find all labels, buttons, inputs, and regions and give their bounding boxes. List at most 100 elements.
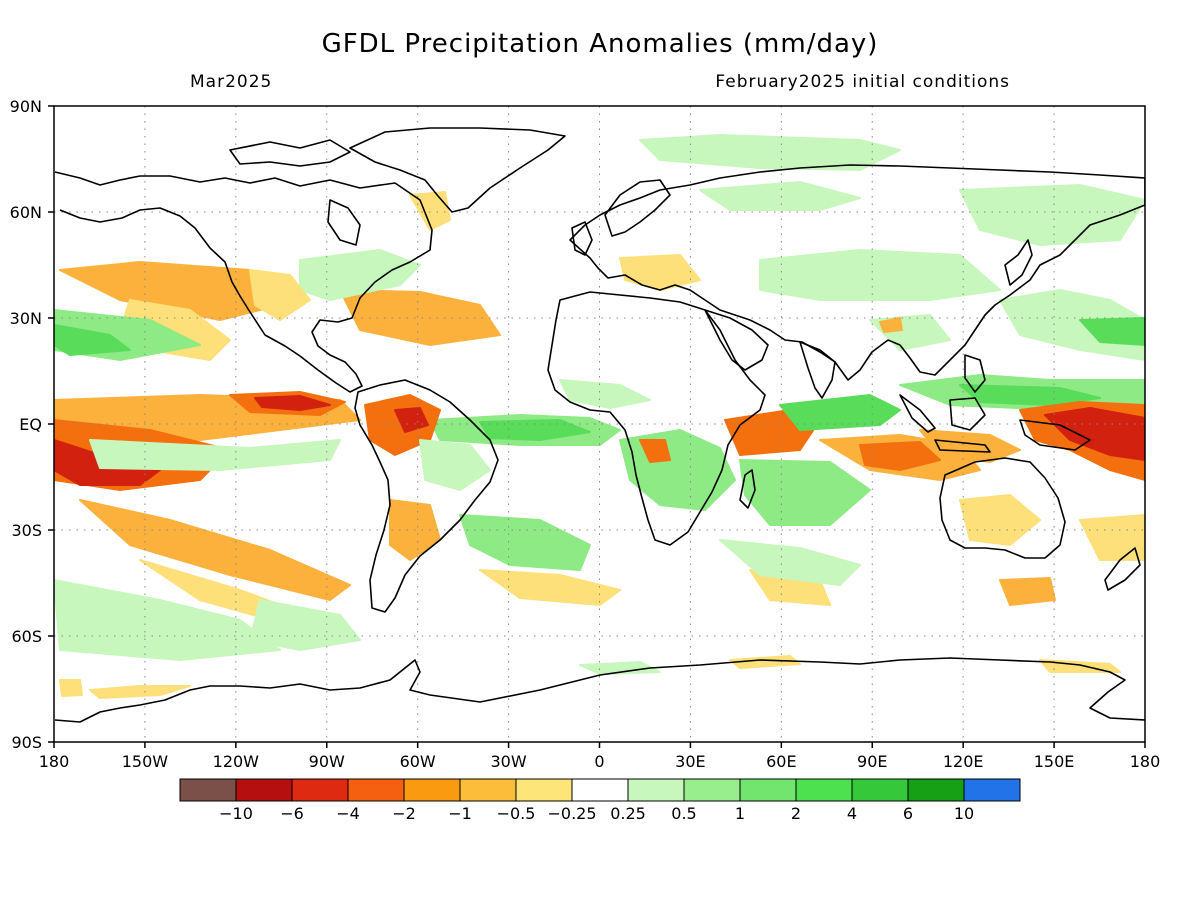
colorbar-tick-label: −2: [392, 804, 416, 823]
anomaly-region-dry-weak: [339, 289, 501, 346]
colorbar-swatch: [515, 778, 573, 802]
coastline-eurasia: [569, 164, 1145, 381]
coastline-british-isles: [571, 221, 593, 256]
coastline-indonesia-java: [934, 439, 991, 453]
anomaly-region-wet-slight: [579, 661, 661, 675]
lat-tick-label: 90S: [11, 733, 42, 752]
coastline-philippines: [964, 354, 986, 393]
coastline-madagascar: [739, 469, 756, 509]
figure-title: GFDL Precipitation Anomalies (mm/day): [322, 29, 879, 59]
anomaly-region-dry-strong: [394, 407, 429, 433]
coastline-japan: [1004, 239, 1033, 286]
anomaly-region-dry-slight: [619, 254, 701, 291]
colorbar-tick-label: −4: [336, 804, 360, 823]
anomaly-region-wet-slight: [89, 439, 341, 471]
colorbar-tick-label: −1: [448, 804, 472, 823]
lat-tick-label: 30N: [10, 309, 42, 328]
colorbar-tick-label: 2: [791, 804, 801, 823]
lon-tick-label: 0: [594, 752, 604, 771]
colorbar-swatch: [851, 778, 909, 802]
colorbar-swatch: [459, 778, 517, 802]
lat-tick-label: 30S: [11, 521, 42, 540]
coastline-scandinavia: [604, 179, 671, 237]
colorbar-tick-label: −6: [280, 804, 304, 823]
coastline-arabia: [704, 309, 769, 371]
colorbar-swatch: [795, 778, 853, 802]
colorbar-swatch: [291, 778, 349, 802]
anomaly-region-dry-slight: [249, 269, 311, 321]
anomaly-region-wet-moderate: [779, 394, 901, 431]
anomaly-region-wet-slight: [639, 134, 901, 171]
coastline-hudson-bay: [327, 199, 361, 246]
anomaly-region-wet-slight: [419, 439, 491, 491]
coastline-greenland: [349, 127, 566, 213]
colorbar-labels: −10 −6 −4 −2 −1 −0.5 −0.25 0.25 0.5 1 2 4 6 10: [219, 804, 974, 823]
anomaly-region-dry-moderate: [859, 441, 941, 471]
colorbar-swatch: [627, 778, 685, 802]
init-conditions-label: February2025 initial conditions: [715, 72, 1010, 92]
lon-tick-label: 180: [39, 752, 70, 771]
anomaly-region-dry-strong: [254, 395, 331, 411]
map-area: [54, 106, 1145, 742]
lon-tick-label: 30E: [675, 752, 705, 771]
valid-month-label: Mar2025: [190, 72, 272, 92]
anomaly-region-wet-weak: [739, 459, 871, 526]
lon-tick-label: 180: [1130, 752, 1161, 771]
coastlines: [54, 127, 1145, 723]
lat-tick-label: 60N: [10, 203, 42, 222]
colorbar-tick-label: 0.25: [610, 804, 646, 823]
anomaly-region-wet-slight: [699, 181, 861, 211]
anomaly-region-wet-slight: [719, 539, 861, 586]
coastline-new-zealand: [1104, 547, 1141, 591]
anomaly-region-dry-slight: [729, 655, 801, 669]
anomaly-region-wet-moderate: [959, 384, 1101, 406]
lat-tick-label: 90N: [10, 97, 42, 116]
lon-tick-label: 120W: [213, 752, 260, 771]
anomaly-region-wet-moderate: [54, 324, 131, 356]
colorbar-swatch: [179, 778, 237, 802]
colorbar-swatch: [347, 778, 405, 802]
colorbar-swatch: [907, 778, 965, 802]
lon-tick-label: 120E: [943, 752, 984, 771]
anomaly-region-dry-weak: [79, 499, 351, 601]
colorbar-tick-label: −0.25: [547, 804, 596, 823]
anomaly-region-dry-slight: [89, 685, 191, 699]
colorbar-swatch: [739, 778, 797, 802]
anomaly-region-dry-slight: [1079, 514, 1145, 561]
anomaly-region-wet-slight: [249, 599, 361, 651]
lon-tick-label: 90W: [309, 752, 345, 771]
coastline-indonesia-sumatra: [899, 394, 936, 433]
longitude-axis: 180 150W 120W 90W 60W 30W 0 30E 60E 90E 120E 150E 18…: [39, 742, 1161, 771]
coastline-arctic-islands: [229, 139, 351, 167]
colorbar-tick-label: 6: [903, 804, 913, 823]
gridlines: [54, 106, 1145, 742]
coastline-new-guinea: [1019, 419, 1091, 451]
colorbar-tick-label: −0.5: [497, 804, 536, 823]
lat-tick-label: EQ: [19, 415, 42, 434]
anomaly-region-dry-slight: [479, 569, 621, 606]
colorbar-swatch: [683, 778, 741, 802]
lon-tick-label: 150E: [1034, 752, 1075, 771]
colorbar-swatch: [403, 778, 461, 802]
anomaly-region-dry-weak: [999, 577, 1056, 606]
lon-tick-label: 60W: [400, 752, 436, 771]
anomaly-region-wet-moderate: [479, 419, 591, 441]
anomaly-region-dry-slight: [59, 679, 83, 697]
lon-tick-label: 150W: [122, 752, 169, 771]
anomaly-region-wet-slight: [759, 249, 1001, 301]
anomaly-region-dry-moderate: [639, 439, 671, 463]
coastline-north-america: [54, 171, 433, 393]
coastline-south-america: [354, 379, 499, 613]
coastline-indonesia-borneo: [949, 397, 986, 431]
colorbar: [179, 778, 1021, 802]
coastline-india: [799, 341, 836, 399]
anomaly-region-wet-weak: [459, 514, 591, 571]
colorbar-swatch: [963, 778, 1021, 802]
lat-tick-label: 60S: [11, 627, 42, 646]
anomaly-region-dry-strong: [1044, 407, 1145, 461]
anomaly-region-dry-weak: [919, 429, 1021, 463]
anomaly-region-wet-slight: [559, 379, 651, 409]
latitude-axis: 90N 60N 30N EQ 30S 60S 90S: [10, 97, 54, 752]
